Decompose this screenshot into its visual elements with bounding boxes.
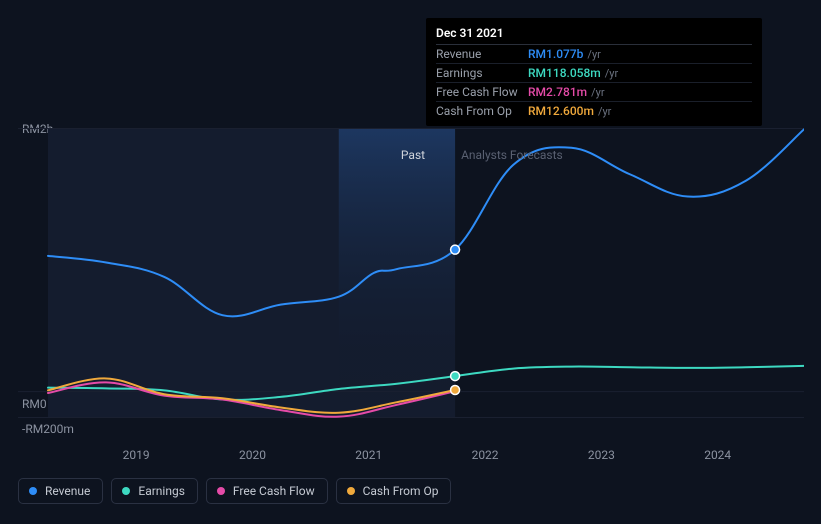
chart-svg [18,128,804,418]
tooltip-value: RM118.058m [528,66,601,80]
legend-label: Cash From Op [363,484,439,498]
tooltip-label: Earnings [436,66,528,80]
tooltip-date: Dec 31 2021 [436,26,752,45]
x-axis-tick: 2020 [239,448,266,462]
tooltip-unit: /yr [605,67,618,80]
legend-dot-icon [217,487,225,495]
x-axis-tick: 2019 [123,448,150,462]
tooltip-value: RM12.600m [528,104,594,118]
legend-label: Earnings [138,484,185,498]
legend-item-fcf[interactable]: Free Cash Flow [206,478,328,504]
tooltip-unit: /yr [591,86,604,99]
legend-item-earnings[interactable]: Earnings [111,478,198,504]
tooltip-value: RM1.077b [528,47,583,61]
legend-item-revenue[interactable]: Revenue [18,478,103,504]
tooltip-unit: /yr [598,105,611,118]
tooltip-row-cfo: Cash From Op RM12.600m /yr [436,102,752,120]
tooltip-label: Free Cash Flow [436,85,528,99]
tooltip-row-fcf: Free Cash Flow RM2.781m /yr [436,83,752,102]
legend-label: Free Cash Flow [233,484,315,498]
tooltip-row-revenue: Revenue RM1.077b /yr [436,45,752,64]
tooltip-unit: /yr [587,48,600,61]
tooltip-row-earnings: Earnings RM118.058m /yr [436,64,752,83]
past-region-label: Past [401,148,425,162]
tooltip-label: Revenue [436,47,528,61]
x-axis-tick: 2024 [704,448,731,462]
y-axis-label: -RM200m [22,422,74,436]
chart-plot[interactable] [18,128,804,418]
legend-label: Revenue [45,484,90,498]
tooltip-label: Cash From Op [436,104,528,118]
x-axis: 2019 2020 2021 2022 2023 2024 [48,448,804,462]
x-axis-tick: 2021 [355,448,382,462]
chart-tooltip: Dec 31 2021 Revenue RM1.077b /yr Earning… [426,18,762,126]
legend-dot-icon [29,487,37,495]
legend-dot-icon [122,487,130,495]
legend-dot-icon [347,487,355,495]
x-axis-tick: 2023 [588,448,615,462]
legend-item-cfo[interactable]: Cash From Op [336,478,452,504]
x-axis-tick: 2022 [472,448,499,462]
chart-legend: Revenue Earnings Free Cash Flow Cash Fro… [18,478,451,504]
tooltip-value: RM2.781m [528,85,587,99]
forecast-region-label: Analysts Forecasts [461,148,563,162]
